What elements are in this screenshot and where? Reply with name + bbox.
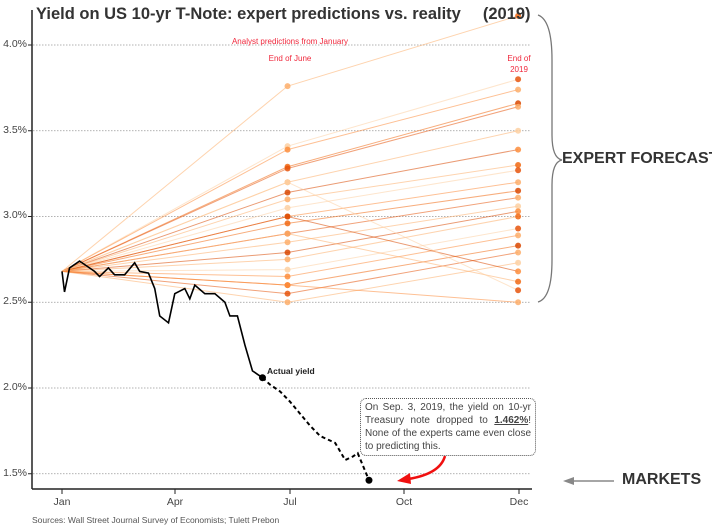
y-tick-label: 4.0% <box>3 38 27 50</box>
expert-forecast-line <box>61 169 519 272</box>
dec-forecast-point <box>515 76 522 83</box>
expert-forecasts-label: EXPERT FORECASTS <box>562 150 712 167</box>
chart-title-year: (2019) <box>482 5 531 23</box>
june-forecast-point <box>284 256 291 263</box>
dec-forecast-point <box>515 225 522 232</box>
june-forecast-point <box>284 179 291 186</box>
june-forecast-point <box>284 273 291 280</box>
june-forecast-point <box>284 220 291 227</box>
june-forecast-point <box>284 83 291 90</box>
dec-forecast-point <box>515 167 522 174</box>
dec-forecast-point <box>515 203 522 210</box>
y-tick-label: 2.0% <box>3 381 27 393</box>
x-tick-label: Apr <box>166 496 184 508</box>
june-forecast-point <box>284 189 291 196</box>
dec-forecast-point <box>515 249 522 256</box>
x-tick-label: Oct <box>395 496 413 508</box>
june-forecast-point <box>284 290 291 297</box>
dec-forecast-point <box>515 103 522 110</box>
x-tick-label: Jan <box>53 496 71 508</box>
y-tick-label: 2.5% <box>3 295 27 307</box>
june-forecast-point <box>284 213 291 220</box>
actual-yield-label: Actual yield <box>267 366 315 376</box>
dec-forecast-point <box>515 242 522 249</box>
dec-forecast-point <box>515 86 522 93</box>
dec-forecast-point <box>515 232 522 239</box>
june-forecast-point <box>284 230 291 237</box>
y-tick-label: 3.0% <box>3 209 27 221</box>
dec-forecast-point <box>515 287 522 294</box>
june-forecast-point <box>284 299 291 306</box>
low-yield-point <box>365 476 373 484</box>
dec-forecast-point <box>515 259 522 266</box>
june-forecast-point <box>284 146 291 153</box>
chart-title-row: Yield on US 10-yr T-Note: expert predict… <box>36 5 531 24</box>
markets-arrowhead <box>563 477 574 485</box>
curly-brace <box>537 14 563 303</box>
dec-forecast-point <box>515 208 522 215</box>
dec-forecast-point <box>515 162 522 169</box>
dec-forecast-point <box>515 194 522 201</box>
dec-forecast-point <box>515 278 522 285</box>
dec-forecast-point <box>515 213 522 220</box>
x-tick-label: Dec <box>509 496 529 508</box>
source-note: Sources: Wall Street Journal Survey of E… <box>32 515 280 525</box>
expert-forecast-line <box>61 102 519 272</box>
dec-forecast-point <box>515 268 522 275</box>
actual-yield-dashed-line <box>261 376 370 481</box>
dec-forecast-point <box>515 127 522 134</box>
actual-yield-line <box>61 260 263 379</box>
dec-forecast-point <box>515 12 522 19</box>
callout-text: On Sep. 3, 2019, the yield on 10-yr Trea… <box>365 402 531 426</box>
june-forecast-point <box>284 165 291 172</box>
y-tick-label: 3.5% <box>3 124 27 136</box>
dec-label: End of 2019 <box>507 54 531 74</box>
callout-text-end: ! None of the experts came even close to… <box>365 415 531 452</box>
june-label: End of June <box>268 54 312 63</box>
june-forecast-point <box>284 266 291 273</box>
callout-box: On Sep. 3, 2019, the yield on 10-yr Trea… <box>360 398 536 456</box>
dec-forecast-point <box>515 187 522 194</box>
june-forecast-point <box>284 239 291 246</box>
chart-title: Yield on US 10-yr T-Note: expert predict… <box>36 5 461 23</box>
dec-forecast-point <box>515 299 522 306</box>
actual-yield-point <box>258 374 266 382</box>
callout-arrow <box>407 455 447 481</box>
dec-forecast-point <box>515 179 522 186</box>
x-tick-label: Jul <box>283 496 297 508</box>
markets-label: MARKETS <box>622 471 702 488</box>
june-forecast-point <box>284 196 291 203</box>
june-forecast-point <box>284 204 291 211</box>
june-forecast-point <box>284 249 291 256</box>
dec-forecast-point <box>515 146 522 153</box>
expert-forecast-line <box>61 130 519 272</box>
experts-label: Analyst predictions from January <box>231 37 349 46</box>
y-tick-label: 1.5% <box>3 467 27 479</box>
june-forecast-point <box>284 282 291 289</box>
callout-arrowhead <box>397 473 411 484</box>
callout-value: 1.462% <box>494 415 529 426</box>
expert-forecast-line <box>61 106 519 272</box>
